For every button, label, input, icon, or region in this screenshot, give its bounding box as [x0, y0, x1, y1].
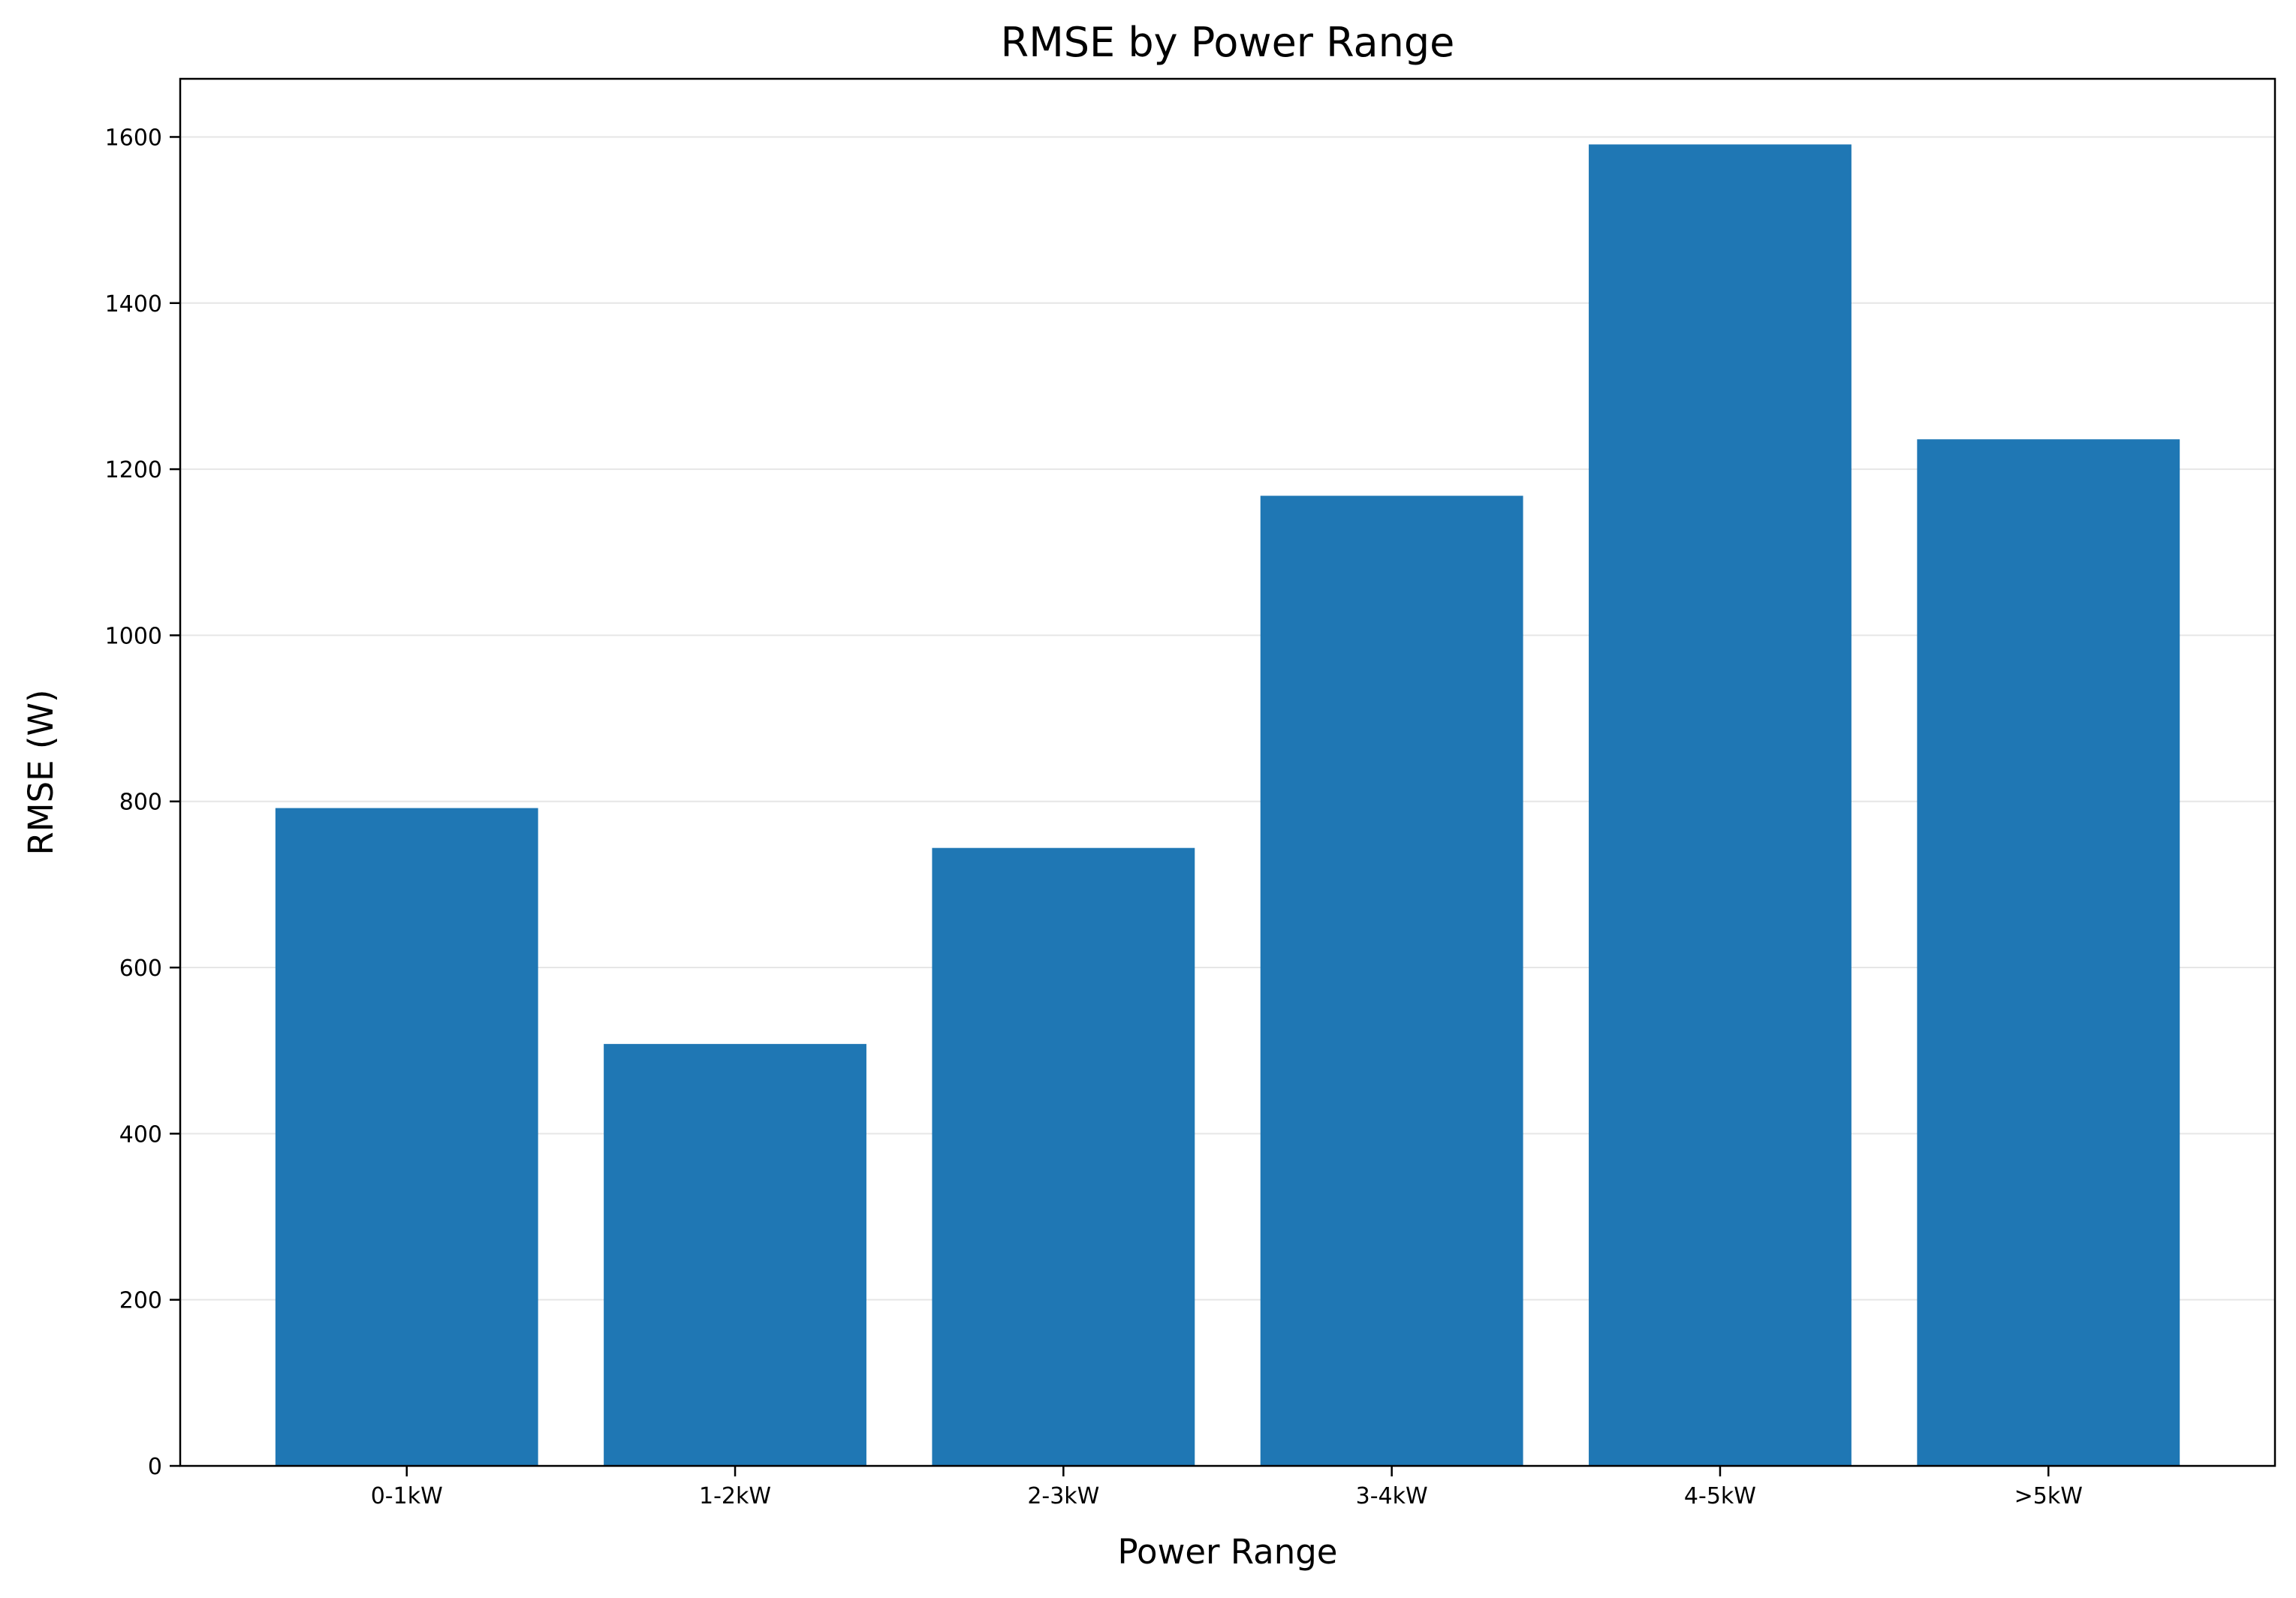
y-tick-label: 1400 [105, 291, 162, 317]
y-axis-title: RMSE (W) [21, 689, 61, 855]
x-tick-label: 1-2kW [699, 1483, 771, 1509]
bar [1917, 439, 2180, 1466]
x-tick-label: 2-3kW [1027, 1483, 1099, 1509]
chart-title: RMSE by Power Range [1001, 19, 1455, 66]
y-tick-label: 0 [148, 1454, 162, 1480]
x-tick-label: 3-4kW [1356, 1483, 1428, 1509]
y-tick-label: 1200 [105, 457, 162, 483]
y-axis-ticks: 0 200 400 600 800 1000 1200 1400 1600 [105, 125, 180, 1480]
bar [932, 847, 1195, 1466]
bar [604, 1043, 866, 1466]
bar [1589, 144, 1852, 1466]
x-tick-label: 0-1kW [371, 1483, 443, 1509]
y-tick-label: 1000 [105, 623, 162, 649]
x-tick-label: >5kW [2014, 1483, 2083, 1509]
x-tick-label: 4-5kW [1684, 1483, 1756, 1509]
y-tick-label: 600 [119, 955, 162, 982]
x-axis-ticks: 0-1kW 1-2kW 2-3kW 3-4kW 4-5kW >5kW [371, 1466, 2083, 1509]
y-tick-label: 200 [119, 1288, 162, 1314]
y-tick-label: 800 [119, 790, 162, 816]
plot-frame [179, 77, 2276, 1467]
bar [275, 808, 538, 1466]
y-tick-label: 1600 [105, 125, 162, 151]
x-axis-title: Power Range [1118, 1532, 1338, 1572]
bar [1260, 495, 1523, 1466]
y-tick-label: 400 [119, 1121, 162, 1148]
bars [275, 144, 2180, 1466]
